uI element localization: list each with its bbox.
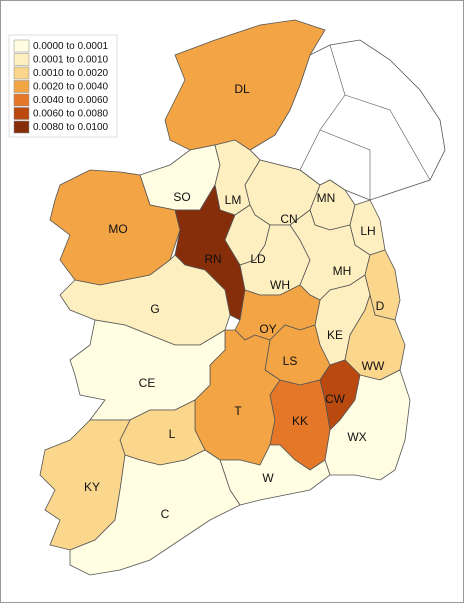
county-label: CW: [325, 392, 346, 406]
legend: 0.0000 to 0.0001 0.0001 to 0.0010 0.0010 t…: [13, 39, 109, 134]
legend-swatch: [13, 66, 30, 80]
county: [219, 444, 331, 506]
county-label: WX: [347, 430, 366, 444]
county-label: W: [262, 471, 274, 485]
county-label: MO: [108, 222, 127, 236]
legend-label: 0.0001 to 0.0010: [33, 55, 109, 66]
county-label: WH: [270, 278, 290, 292]
county-label: G: [150, 302, 159, 316]
legend-label: 0.0040 to 0.0060: [33, 95, 109, 106]
legend-swatch: [13, 80, 30, 93]
legend-label: 0.0000 to 0.0001: [33, 41, 109, 52]
legend-label: 0.0020 to 0.0040: [33, 82, 109, 93]
county-label: C: [161, 507, 170, 521]
legend-label: 0.0010 to 0.0020: [33, 68, 109, 79]
legend-swatch: [13, 107, 30, 120]
regions: [39, 19, 411, 576]
county-label: KY: [84, 480, 100, 494]
county-label: LD: [250, 252, 266, 266]
county-label: CN: [280, 212, 297, 226]
county: [324, 369, 411, 481]
county-label: L: [169, 427, 176, 441]
county-label: MN: [317, 191, 336, 205]
ni-inner-border: [319, 129, 371, 200]
legend-swatch: [13, 39, 30, 53]
county-label: LM: [225, 193, 242, 207]
county-label: MH: [333, 264, 352, 278]
county-label: LH: [360, 224, 375, 238]
county-label: RN: [204, 252, 221, 266]
county-label: CE: [139, 376, 156, 390]
ni-inner-border: [344, 94, 431, 181]
county-label: DL: [234, 82, 250, 96]
county: [69, 449, 241, 576]
ni-inner-border: [299, 44, 346, 171]
county-label: D: [376, 299, 385, 313]
county-label: LS: [283, 354, 298, 368]
county-label: OY: [259, 322, 276, 336]
legend-swatch: [13, 53, 30, 66]
county-label: T: [234, 404, 242, 418]
legend-label: 0.0060 to 0.0080: [33, 109, 109, 120]
county: [164, 19, 326, 151]
legend-swatch: [13, 120, 30, 134]
county-label: KE: [327, 328, 343, 342]
county: [174, 183, 246, 321]
legend-label: 0.0080 to 0.0100: [33, 122, 109, 133]
county-label: KK: [292, 414, 308, 428]
county-label: SO: [173, 190, 190, 204]
legend-swatch: [13, 93, 30, 107]
county-label: WW: [362, 359, 385, 373]
county: [69, 319, 226, 421]
